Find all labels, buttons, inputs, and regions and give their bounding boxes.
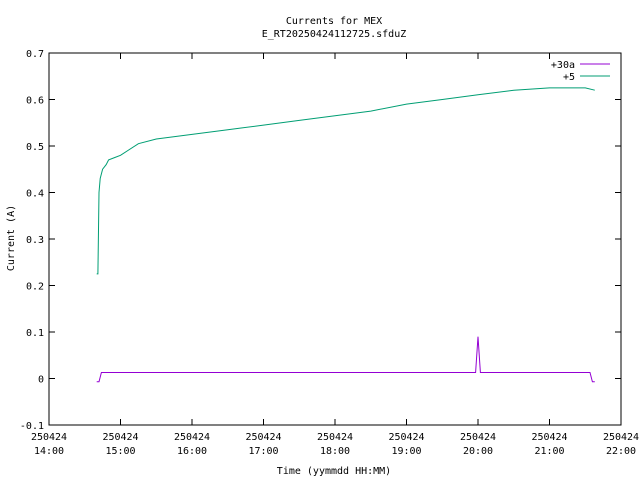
- x-tick-label-time: 20:00: [463, 446, 493, 457]
- x-tick-label-date: 250424: [102, 432, 138, 443]
- plot-border: [48, 52, 622, 426]
- legend: +30a+5: [551, 60, 610, 83]
- x-tick-label-date: 250424: [603, 432, 639, 443]
- y-tick-label: -0.1: [20, 421, 44, 432]
- x-tick-label-date: 250424: [317, 432, 353, 443]
- y-tick-label: 0: [38, 375, 44, 386]
- x-tick-label-date: 250424: [245, 432, 281, 443]
- x-tick-label-time: 18:00: [320, 446, 350, 457]
- x-tick-label-time: 14:00: [34, 446, 64, 457]
- y-tick-label: 0.4: [26, 189, 44, 200]
- chart-title: Currents for MEX: [286, 16, 382, 27]
- x-tick-label-time: 22:00: [606, 446, 636, 457]
- y-tick-label: 0.5: [26, 142, 44, 153]
- series-line-0: [96, 336, 595, 383]
- legend-label: +5: [563, 72, 575, 83]
- plot-frame: [48, 52, 622, 426]
- x-axis: 250424 14:00 250424 15:00 250424 16:00 250424 1…: [31, 53, 639, 457]
- y-tick-label: 0.6: [26, 96, 44, 107]
- x-tick-label-time: 15:00: [105, 446, 135, 457]
- x-tick-label-time: 16:00: [177, 446, 207, 457]
- series-layer: [96, 87, 595, 383]
- series-line-1: [96, 87, 595, 275]
- x-tick-label-date: 250424: [174, 432, 210, 443]
- y-axis: -0.1 0 0.1 0.2 0.3 0.4 0.5 0.6 0.7: [20, 49, 621, 432]
- x-tick-label-time: 21:00: [534, 446, 564, 457]
- y-tick-label: 0.7: [26, 49, 44, 60]
- legend-label: +30a: [551, 60, 575, 71]
- y-tick-label: 0.1: [26, 328, 44, 339]
- chart-subtitle: E_RT20250424112725.sfduZ: [262, 29, 407, 40]
- x-tick-label-date: 250424: [531, 432, 567, 443]
- y-tick-label: 0.3: [26, 235, 44, 246]
- y-tick-label: 0.2: [26, 282, 44, 293]
- x-axis-label: Time (yymmdd HH:MM): [277, 466, 391, 477]
- x-tick-label-date: 250424: [31, 432, 67, 443]
- x-tick-label-date: 250424: [460, 432, 496, 443]
- x-tick-label-time: 17:00: [248, 446, 278, 457]
- x-tick-label-date: 250424: [388, 432, 424, 443]
- y-axis-label: Current (A): [6, 205, 17, 271]
- x-tick-label-time: 19:00: [391, 446, 421, 457]
